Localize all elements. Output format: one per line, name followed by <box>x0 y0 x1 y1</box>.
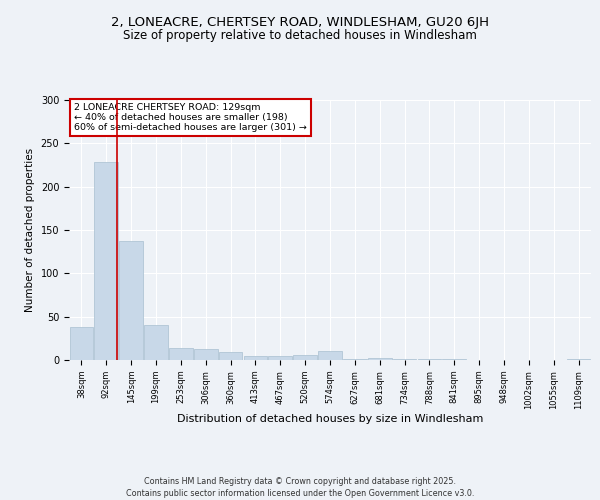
Text: 2, LONEACRE, CHERTSEY ROAD, WINDLESHAM, GU20 6JH: 2, LONEACRE, CHERTSEY ROAD, WINDLESHAM, … <box>111 16 489 29</box>
Text: 2 LONEACRE CHERTSEY ROAD: 129sqm
← 40% of detached houses are smaller (198)
60% : 2 LONEACRE CHERTSEY ROAD: 129sqm ← 40% o… <box>74 102 307 132</box>
Bar <box>293 355 317 360</box>
Bar <box>393 359 416 360</box>
Bar <box>194 348 218 360</box>
Text: Size of property relative to detached houses in Windlesham: Size of property relative to detached ho… <box>123 30 477 43</box>
Bar <box>144 326 168 360</box>
Bar <box>219 352 242 360</box>
Bar <box>244 356 267 360</box>
Bar <box>94 162 118 360</box>
Bar <box>119 242 143 360</box>
Bar <box>567 359 590 360</box>
Text: Contains HM Land Registry data © Crown copyright and database right 2025.
Contai: Contains HM Land Registry data © Crown c… <box>126 477 474 498</box>
Bar <box>268 356 292 360</box>
Bar <box>343 359 367 360</box>
Bar <box>418 359 441 360</box>
Bar <box>70 327 93 360</box>
X-axis label: Distribution of detached houses by size in Windlesham: Distribution of detached houses by size … <box>177 414 483 424</box>
Bar <box>442 359 466 360</box>
Bar <box>368 358 392 360</box>
Bar <box>169 348 193 360</box>
Bar <box>318 352 342 360</box>
Y-axis label: Number of detached properties: Number of detached properties <box>25 148 35 312</box>
